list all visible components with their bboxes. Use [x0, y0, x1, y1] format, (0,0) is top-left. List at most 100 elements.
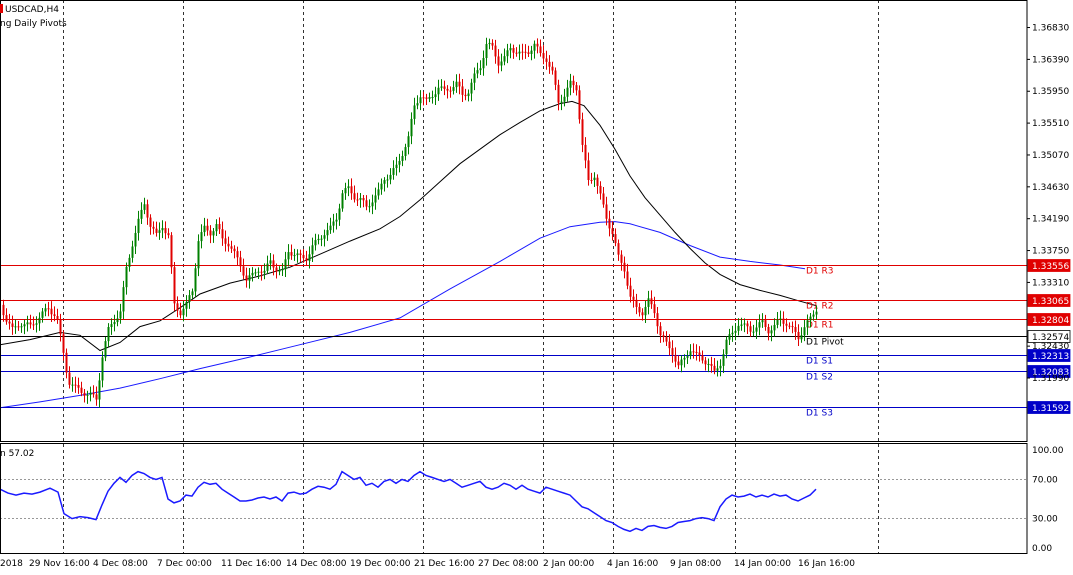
candle-body: [140, 209, 143, 219]
candle-body: [590, 179, 593, 181]
candle-body: [5, 315, 8, 322]
subwindow-frame: [0, 443, 1028, 554]
candle-body: [80, 387, 83, 393]
candle-body: [209, 230, 212, 236]
candle-body: [746, 323, 749, 327]
candle-body: [353, 193, 356, 200]
candle-body: [116, 318, 119, 323]
candle-body: [158, 230, 161, 233]
price-tick-label: 1.35950: [1032, 87, 1069, 97]
candle-body: [446, 88, 449, 91]
price-tick-label: 1.35510: [1032, 119, 1069, 129]
symbol-marker-icon: [0, 4, 3, 13]
candle-body: [809, 316, 812, 321]
candle-body: [722, 354, 725, 366]
candle-body: [386, 179, 389, 181]
candle-body: [104, 341, 107, 358]
candle-body: [368, 206, 371, 208]
candle-body: [539, 46, 542, 54]
candle-body: [188, 295, 191, 302]
candle-body: [200, 232, 203, 242]
pivot-label: D1 R2: [806, 302, 834, 312]
candle-body: [263, 270, 266, 273]
candle-body: [569, 80, 572, 88]
price-axis: 1.36830 1.36390 1.35950 1.35510 1.35070 1.346…: [0, 0, 1069, 554]
candle-body: [578, 90, 581, 120]
candle-body: [812, 314, 815, 317]
pivot-label: D1 R1: [806, 321, 834, 331]
candle-body: [803, 327, 806, 336]
candle-body: [440, 86, 443, 88]
candle-body: [365, 200, 368, 207]
candle-body: [779, 318, 782, 320]
candle-body: [92, 392, 95, 395]
candle-body: [356, 199, 359, 201]
candle-body: [509, 48, 512, 51]
pivot-price-tag-label: 1.32313: [1032, 352, 1069, 362]
candle-body: [512, 48, 515, 53]
pivot-price-tag: [1027, 294, 1071, 307]
fast-ma-line: [0, 100, 817, 352]
candle-body: [476, 70, 479, 74]
candle-body: [338, 208, 341, 220]
candle-body: [473, 73, 476, 83]
candle-body: [347, 186, 350, 189]
candle-body: [545, 58, 548, 62]
candle-body: [416, 103, 419, 106]
candle-body: [350, 186, 353, 194]
price-tick-label: 1.33310: [1032, 278, 1069, 288]
candle-body: [563, 96, 566, 102]
candle-body: [437, 87, 440, 95]
candle-body: [284, 259, 287, 270]
candle-body: [320, 238, 323, 240]
candle-body: [278, 270, 281, 272]
candle-body: [791, 326, 794, 328]
candle-body: [683, 357, 686, 360]
candle-body: [236, 251, 239, 258]
chart-header: USDCAD,H4: [0, 4, 59, 15]
candle-body: [83, 392, 86, 396]
candle-body: [452, 87, 455, 91]
candle-body: [479, 68, 482, 71]
candle-body: [596, 177, 599, 186]
candle-body: [119, 311, 122, 319]
candle-body: [632, 296, 635, 300]
candle-body: [206, 225, 209, 231]
candle-body: [107, 327, 110, 342]
candle-body: [554, 70, 557, 85]
time-tick-label: 7 Dec 00:00: [157, 559, 212, 569]
candle-body: [38, 317, 41, 324]
candle-body: [560, 101, 563, 103]
candle-body: [686, 356, 689, 358]
candle-body: [122, 287, 125, 312]
candle-body: [131, 246, 134, 258]
candle-body: [665, 337, 668, 342]
candle-body: [395, 164, 398, 169]
candle-body: [74, 384, 77, 386]
candle-body: [485, 44, 488, 59]
candle-body: [656, 313, 659, 327]
candle-body: [503, 56, 506, 62]
oscillator-scale-label: 0.00: [1032, 544, 1052, 554]
candle-body: [371, 202, 374, 207]
candle-body: [20, 326, 23, 328]
candle-body: [251, 272, 254, 276]
candle-body: [302, 254, 305, 259]
candle-body: [149, 217, 152, 227]
candle-body: [44, 308, 47, 312]
oscillator-scale-label: 30.00: [1032, 515, 1058, 525]
candle-body: [530, 50, 533, 54]
candle-body: [506, 50, 509, 57]
candle-body: [704, 360, 707, 365]
candle-body: [317, 238, 320, 241]
candle-body: [671, 348, 674, 355]
candle-body: [248, 275, 251, 281]
candle-body: [170, 235, 173, 268]
candle-body: [329, 225, 332, 231]
candle-body: [326, 230, 329, 236]
candle-body: [56, 315, 59, 320]
oscillator-scale-label: 100.00: [1032, 446, 1064, 456]
candle-body: [464, 94, 467, 97]
